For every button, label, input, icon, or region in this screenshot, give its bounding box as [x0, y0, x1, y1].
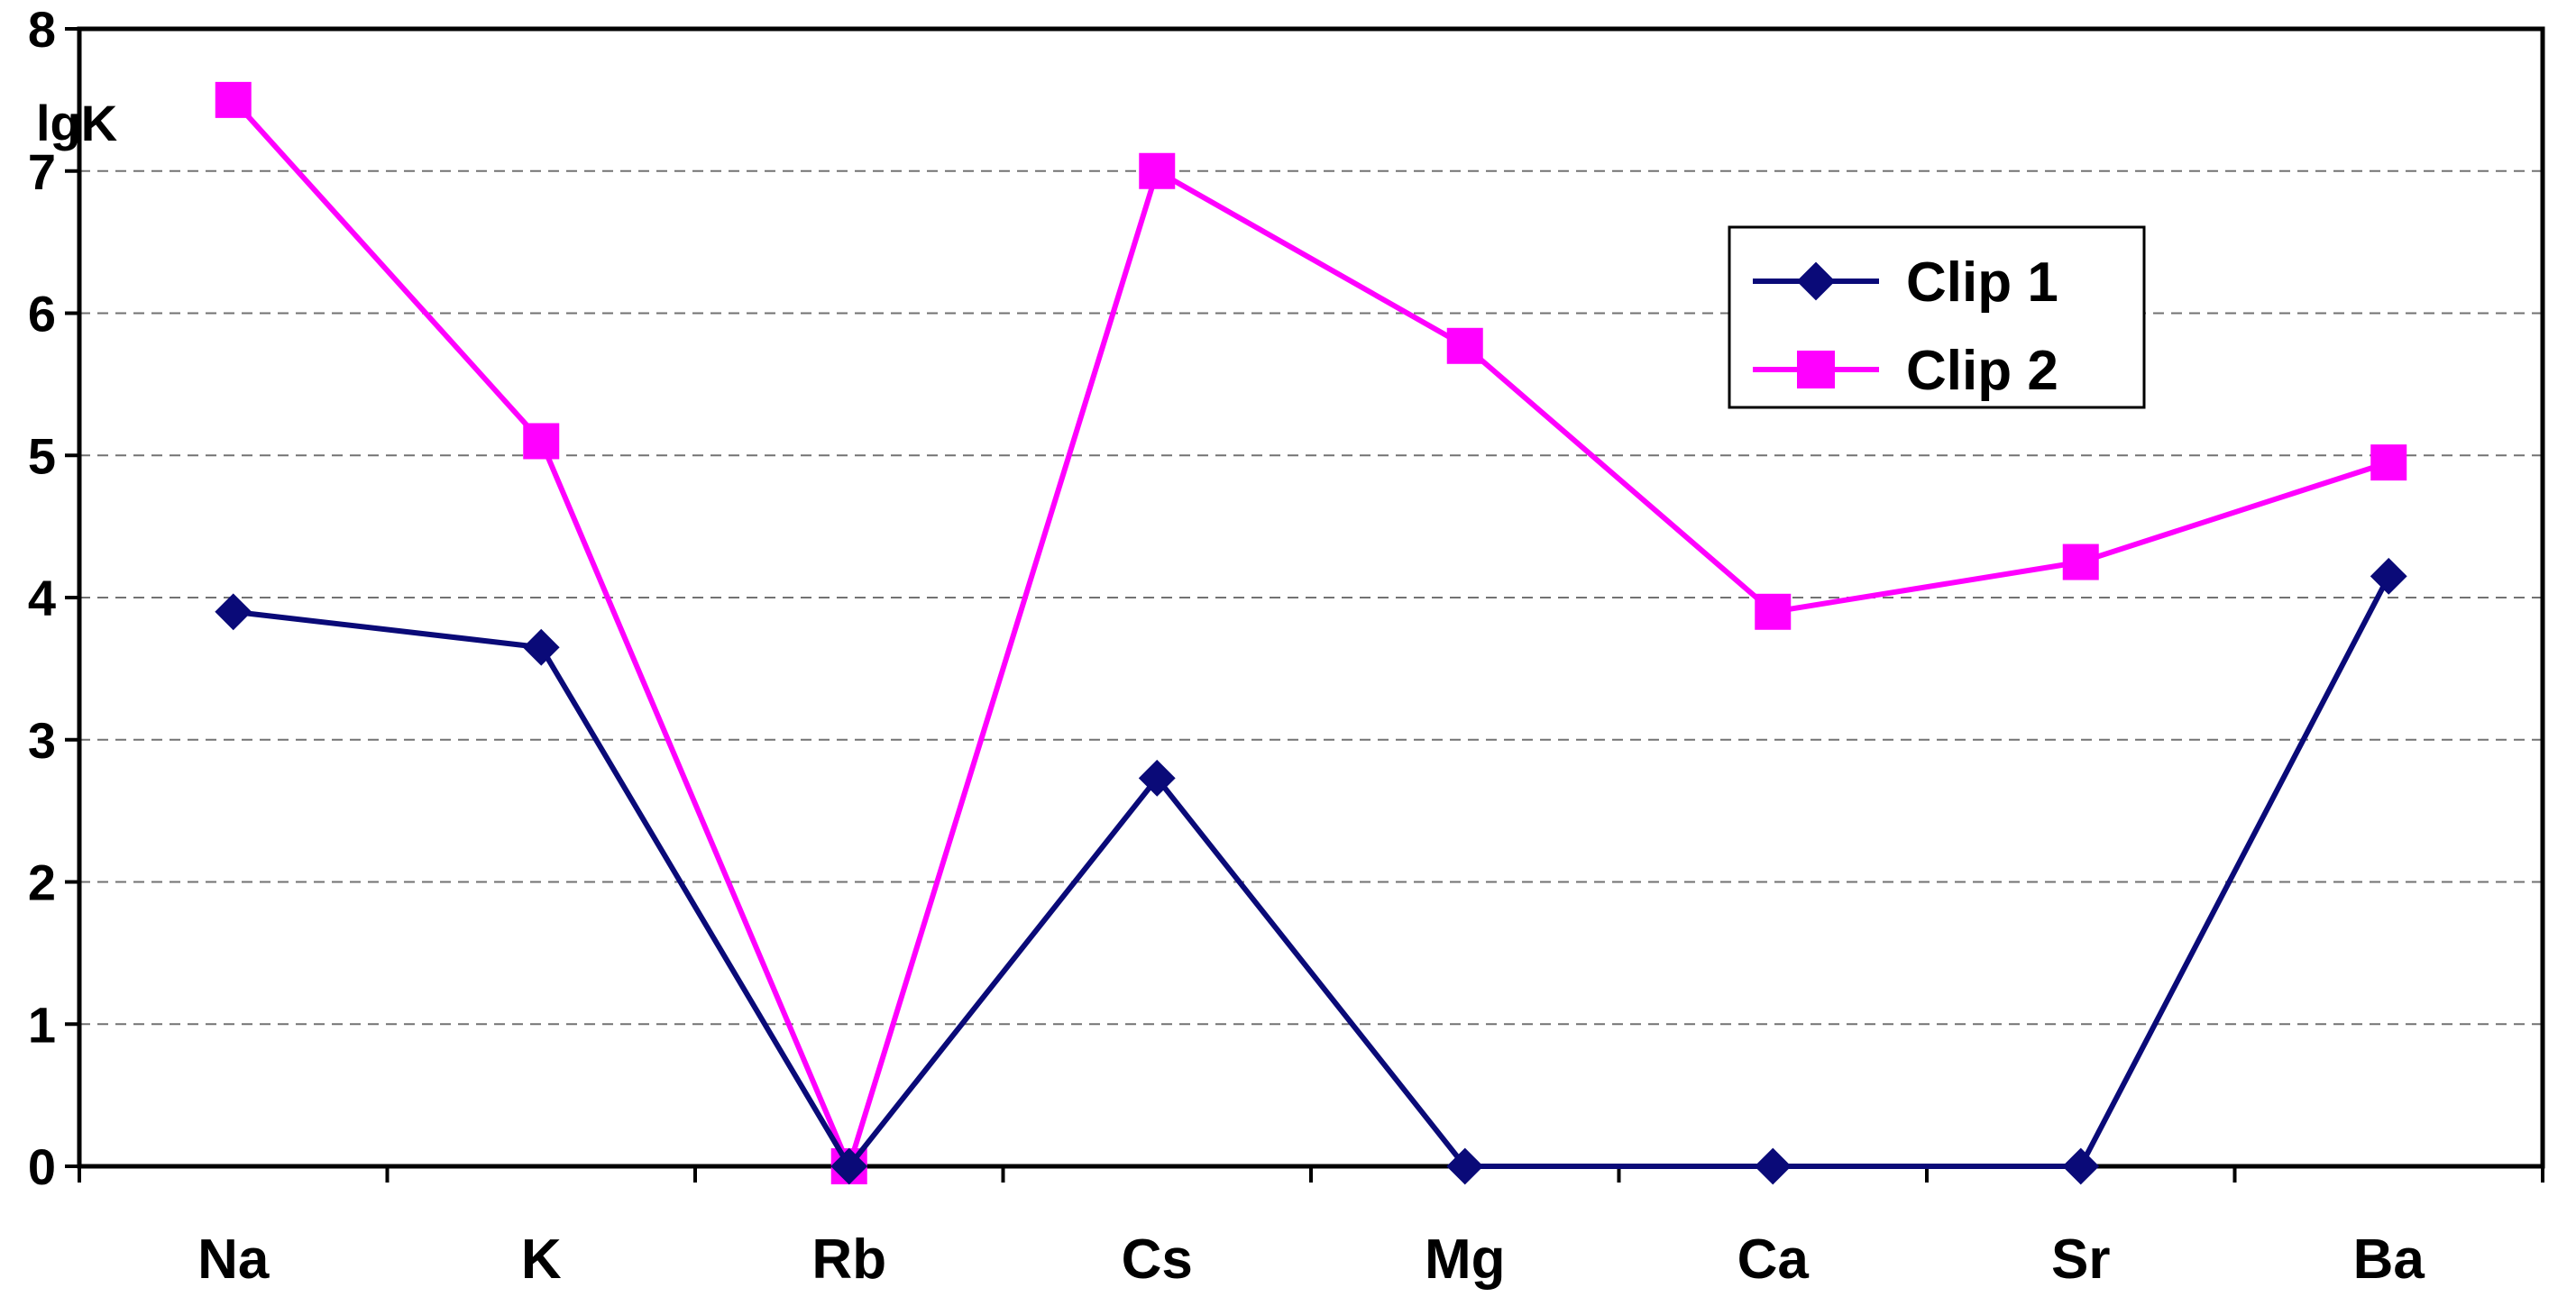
- legend-item: Clip 1: [1753, 251, 2058, 314]
- legend: Clip 1 Clip 2: [1728, 225, 2146, 409]
- y-tick-label: 8: [28, 1, 56, 58]
- data-point-marker: [1754, 1147, 1792, 1185]
- data-point-marker: [2370, 444, 2407, 481]
- data-point-marker: [1446, 1147, 1484, 1185]
- y-tick-label: 3: [28, 712, 56, 769]
- data-point-marker: [1797, 351, 1835, 388]
- data-point-marker: [2370, 557, 2407, 595]
- y-tick-label: 7: [28, 143, 56, 200]
- data-point-marker: [1796, 261, 1836, 301]
- data-point-marker: [830, 1147, 868, 1185]
- x-tick-label: Sr: [2051, 1228, 2110, 1291]
- data-point-marker: [215, 81, 252, 118]
- data-point-marker: [523, 423, 560, 460]
- legend-item: Clip 2: [1753, 340, 2058, 402]
- y-axis-label: lgK: [36, 95, 117, 151]
- data-point-marker: [522, 628, 560, 666]
- y-tick-label: 0: [28, 1138, 56, 1195]
- x-tick-label: Na: [197, 1228, 270, 1291]
- data-point-marker: [2062, 1147, 2100, 1185]
- y-tick-label: 2: [28, 854, 56, 911]
- x-tick-label: Cs: [1122, 1228, 1193, 1291]
- data-point-marker: [1755, 593, 1792, 630]
- series-clip-1: [215, 557, 2407, 1185]
- y-tick-label: 1: [28, 996, 56, 1053]
- data-point-marker: [2062, 543, 2099, 580]
- y-tick-label: 6: [28, 286, 56, 342]
- series-line: [231, 97, 2390, 1169]
- data-point-marker: [1138, 759, 1176, 797]
- data-point-marker: [1139, 152, 1176, 189]
- x-tick-label: Ba: [2353, 1228, 2425, 1291]
- x-tick-label: K: [521, 1228, 562, 1291]
- legend-label: Clip 1: [1906, 251, 2058, 314]
- y-tick-label: 5: [28, 427, 56, 484]
- x-tick-label: Mg: [1425, 1228, 1506, 1291]
- axes: 0 1 2 3 4 5 6 7 8 Na K Rb Cs Mg Ca Sr Ba: [28, 1, 2545, 1291]
- x-tick-label: Rb: [811, 1228, 886, 1291]
- series: [215, 81, 2407, 1185]
- data-point-marker: [1446, 327, 1483, 364]
- grid-lines: [79, 169, 2543, 1026]
- data-point-marker: [215, 593, 252, 631]
- series-line: [233, 574, 2391, 1169]
- y-tick-label: 4: [28, 570, 56, 626]
- x-tick-label: Ca: [1737, 1228, 1810, 1291]
- legend-label: Clip 2: [1906, 340, 2058, 402]
